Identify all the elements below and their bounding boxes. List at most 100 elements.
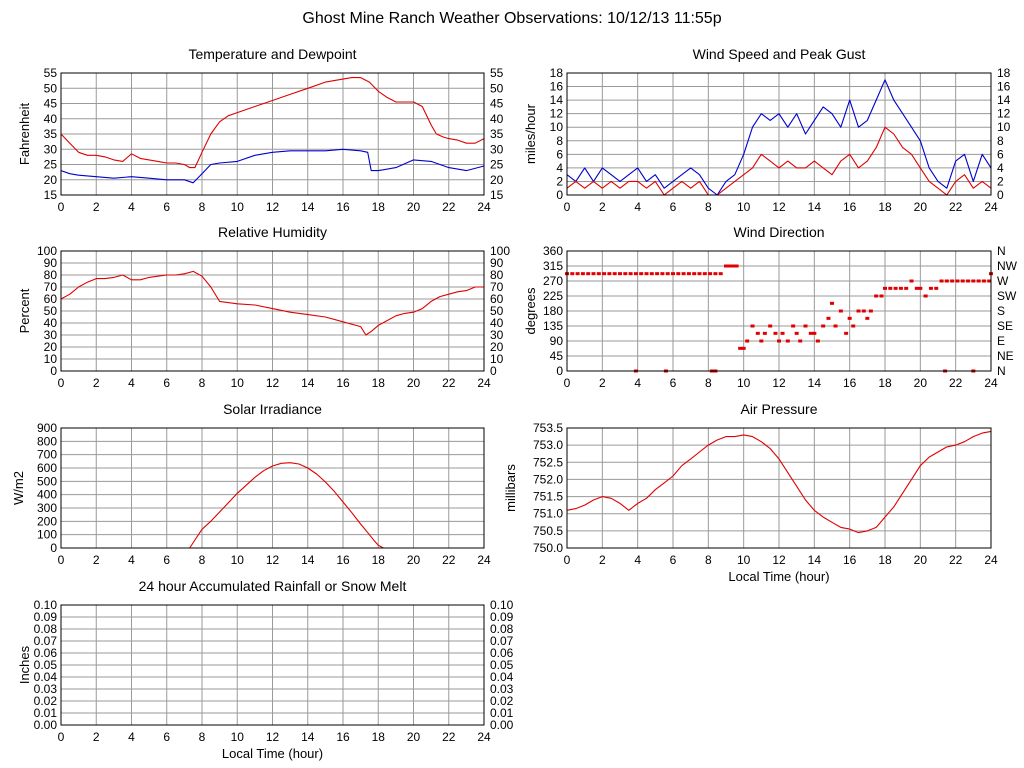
data-point [628,272,633,276]
x-tick-label: 0 [564,376,571,390]
plot-frame [566,72,992,196]
data-point [803,324,808,328]
data-point [738,346,743,350]
y-tick-label: 180 [543,304,563,318]
chart-title: Wind Direction [733,224,824,240]
y-tick-label: 0.00 [34,718,58,732]
y-tick-label: 400 [37,488,57,502]
x-tick-label: 12 [266,200,280,214]
y-right-label: E [997,334,1005,348]
data-point [904,286,909,290]
x-tick-label: 24 [984,553,998,567]
data-point [591,272,596,276]
x-tick-label: 20 [914,376,928,390]
x-tick-label: 8 [705,200,712,214]
data-point [838,309,843,313]
y-right-tick-label: 0.08 [490,622,514,636]
x-tick-label: 2 [599,200,606,214]
x-tick-label: 6 [163,553,170,567]
y-tick-label: 0.02 [34,694,58,708]
x-tick-label: 6 [670,553,677,567]
y-axis-label: Percent [17,288,32,333]
y-tick-label: 0.04 [34,670,58,684]
x-tick-label: 20 [914,200,928,214]
data-point [580,272,585,276]
y-right-tick-label: 0.06 [490,646,514,660]
y-right-tick-label: 80 [490,268,504,282]
x-tick-label: 22 [949,553,963,567]
x-tick-label: 8 [199,376,206,390]
x-tick-label: 16 [843,376,857,390]
data-point [570,272,575,276]
data-point [976,279,981,283]
data-point [660,272,665,276]
x-tick-label: 24 [477,376,491,390]
chart-title: Temperature and Dewpoint [188,46,356,62]
chart-title: Relative Humidity [218,224,327,240]
x-tick-label: 2 [93,376,100,390]
x-tick-label: 14 [808,553,822,567]
data-point [708,272,713,276]
data-point [607,272,612,276]
x-tick-label: 18 [372,200,386,214]
y-right-tick-label: 30 [490,328,504,342]
data-point [676,272,681,276]
x-tick-label: 2 [93,553,100,567]
data-point [575,272,580,276]
x-tick-label: 0 [58,730,65,744]
x-tick-label: 14 [301,553,315,567]
x-tick-label: 4 [634,200,641,214]
y-right-tick-label: 70 [490,280,504,294]
y-axis-label: Inches [17,645,32,684]
y-tick-label: 0.08 [34,622,58,636]
data-point [780,331,785,335]
y-right-label: NW [997,259,1018,273]
y-right-tick-label: 90 [490,256,504,270]
x-axis-label: Local Time (hour) [728,569,829,584]
x-tick-label: 12 [772,553,786,567]
plot-frame [566,427,992,549]
y-tick-label: 753.0 [533,438,563,452]
x-tick-label: 14 [301,730,315,744]
y-tick-label: 8 [556,134,563,148]
y-right-tick-label: 0.09 [490,610,514,624]
data-point [681,272,686,276]
data-point [768,324,773,328]
data-point [868,309,873,313]
y-tick-label: 4 [556,161,563,175]
y-tick-label: 300 [37,501,57,515]
series-line-0 [60,270,484,336]
data-point [950,279,955,283]
y-tick-label: 0.03 [34,682,58,696]
data-point [934,286,939,290]
x-tick-label: 18 [878,553,892,567]
x-tick-label: 12 [772,376,786,390]
data-point [759,339,764,343]
x-tick-label: 0 [58,200,65,214]
x-tick-label: 20 [407,200,421,214]
x-tick-label: 20 [914,553,928,567]
data-point [856,309,861,313]
data-point [644,272,649,276]
data-point [879,294,884,298]
x-tick-label: 4 [128,730,135,744]
y-tick-label: 60 [44,292,58,306]
y-right-tick-label: 0.04 [490,670,514,684]
y-tick-label: 20 [44,173,58,187]
x-tick-label: 12 [266,553,280,567]
data-point [623,272,628,276]
x-tick-label: 22 [442,730,456,744]
x-tick-label: 16 [843,553,857,567]
data-point [655,272,660,276]
x-tick-label: 18 [878,200,892,214]
x-tick-label: 10 [737,200,751,214]
y-right-tick-label: 0.03 [490,682,514,696]
y-right-tick-label: 0.02 [490,694,514,708]
x-tick-label: 8 [199,730,206,744]
y-tick-label: 40 [44,316,58,330]
x-tick-label: 16 [336,553,350,567]
x-tick-label: 2 [93,730,100,744]
y-tick-label: 751.5 [533,490,563,504]
